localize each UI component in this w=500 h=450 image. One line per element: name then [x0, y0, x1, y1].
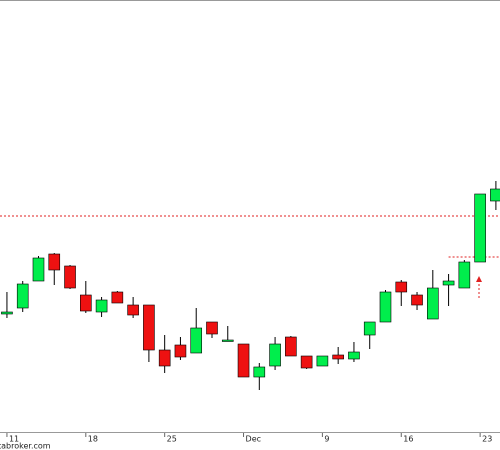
- candle-body: [95, 299, 108, 313]
- candle-body: [48, 253, 61, 271]
- candle-body: [221, 339, 234, 342]
- x-tick-label: 23: [482, 435, 492, 444]
- candle-body: [206, 321, 218, 335]
- candle-body: [158, 349, 171, 367]
- x-tick-label: Dec: [246, 435, 261, 444]
- candle-body: [190, 327, 203, 354]
- candle-body: [253, 366, 266, 378]
- candle-body: [300, 355, 313, 369]
- x-tick-label: 25: [167, 435, 177, 444]
- candle-body: [285, 336, 297, 357]
- candle-body: [269, 343, 281, 367]
- candle-body: [143, 304, 155, 351]
- candle-body: [348, 351, 360, 360]
- candle-body: [363, 321, 376, 336]
- candle-body: [395, 281, 408, 293]
- candle-body: [379, 291, 392, 323]
- annotation-arrowhead: [476, 276, 482, 282]
- x-tick-label: 16: [403, 435, 413, 444]
- candle-body: [442, 280, 455, 286]
- candle-body: [80, 294, 92, 312]
- candle-body: [474, 193, 486, 263]
- candle-body: [174, 344, 187, 358]
- watermark: tabroker.com: [0, 442, 51, 450]
- candle-body: [427, 287, 439, 320]
- x-tick-label: 9: [324, 435, 329, 444]
- candle-body: [458, 261, 471, 289]
- candle-body: [64, 265, 76, 289]
- candle-body: [127, 304, 139, 316]
- candle-body: [411, 294, 423, 306]
- candle-body: [490, 188, 500, 202]
- candle-body: [237, 343, 250, 378]
- x-tick-label: 18: [88, 435, 98, 444]
- candle-body: [1, 311, 13, 315]
- candle-body: [32, 257, 45, 282]
- candle-body: [111, 291, 124, 304]
- x-tick-label: 11: [9, 435, 19, 444]
- candle-body: [316, 355, 329, 367]
- candle-body: [332, 354, 344, 360]
- candle-body: [16, 283, 29, 309]
